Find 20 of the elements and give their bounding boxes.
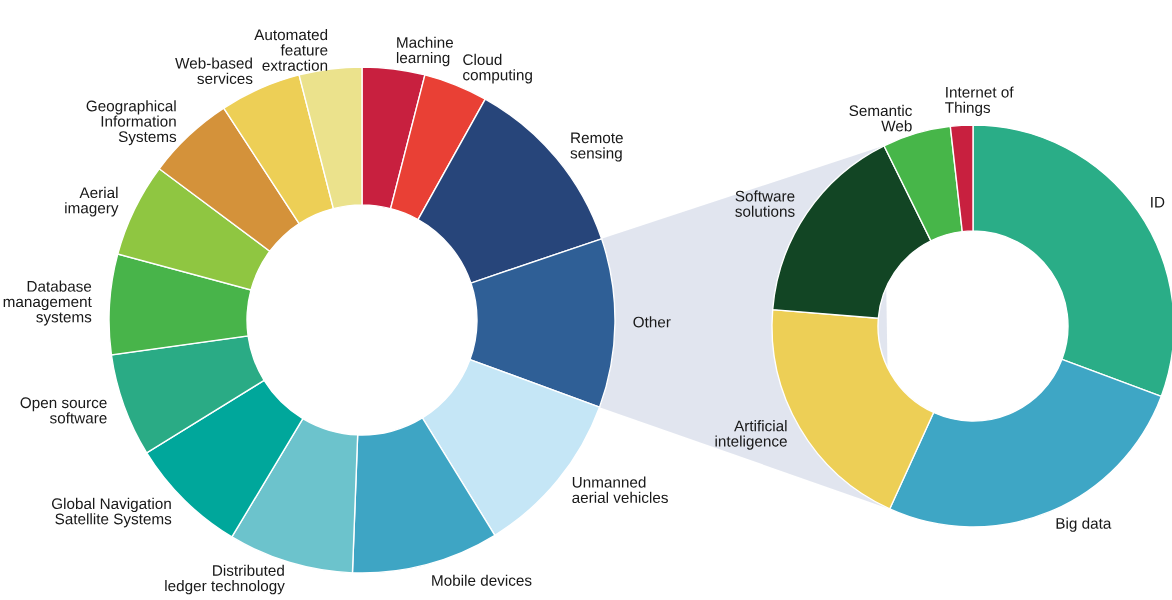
slice-label: Database management systems <box>3 280 92 326</box>
slice-label: Remote sensing <box>570 132 623 162</box>
slice-label: ID <box>1151 196 1165 208</box>
slice-label: Machine learning <box>396 36 453 67</box>
slice-label: Global Navigation Satellite Systems <box>51 497 172 528</box>
slice-label: Open source software <box>20 397 107 424</box>
slice-label: Aerial imagery <box>65 186 119 217</box>
slice-label: Semantic Web <box>849 104 912 132</box>
slice-label: Automated feature extraction <box>254 28 328 71</box>
slice-label: Distributed ledger technology <box>165 564 285 595</box>
slice-label: Unmanned aerial vehicles <box>572 476 668 504</box>
slice-label: Web-based services <box>175 57 253 85</box>
slice-label: Software solutions <box>735 190 795 217</box>
slice-label: Mobile devices <box>432 574 532 586</box>
slice-label: Geographical Information Systems <box>86 100 177 146</box>
slice-label: Cloud computing <box>463 53 532 84</box>
slice-label: Internet of Things <box>945 86 1014 117</box>
slice-label: Big data <box>1056 517 1112 532</box>
slice-label: Artificial inteligence <box>715 420 787 450</box>
slice-label: Other <box>633 316 671 328</box>
